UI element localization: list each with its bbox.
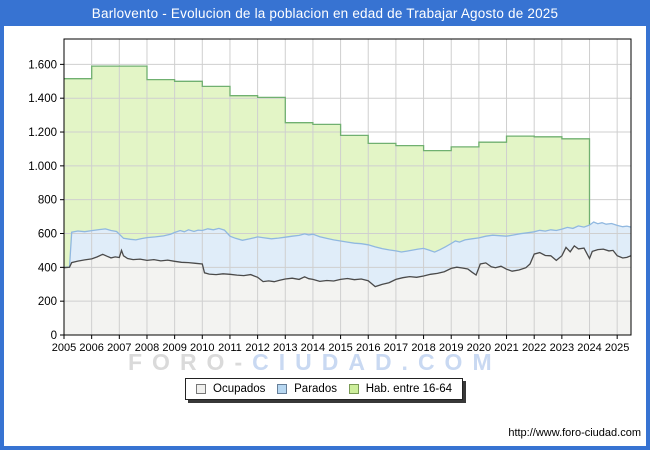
watermark: FORO-CIUDAD.COM [128,349,502,375]
y-tick-label: 200 [38,296,57,308]
x-tick-label: 2009 [162,342,186,354]
x-tick-label: 2021 [494,342,518,354]
x-tick-label: 2007 [107,342,131,354]
x-tick-label: 2013 [273,342,297,354]
x-tick-label: 2010 [190,342,214,354]
watermark-left: FORO- [128,349,253,375]
ocupados-swatch-icon [196,384,206,394]
line-Ocupados [63,244,632,288]
gridlines [64,39,631,335]
legend-label-habitantes: Hab. entre 16-64 [365,383,452,395]
y-tick-label: 400 [38,262,57,274]
page-title: Barlovento - Evolucion de la poblacion e… [91,5,559,21]
x-tick-label: 2005 [52,342,76,354]
series-lines [63,65,632,288]
plot-border [63,38,632,336]
x-tick-label: 2020 [467,342,491,354]
x-tick-label: 2025 [605,342,629,354]
legend-item-parados: Parados [277,383,337,395]
y-tick-label: 0 [51,330,57,342]
y-tick-label: 600 [38,229,57,241]
x-tick-label: 2018 [411,342,435,354]
legend-label-parados: Parados [294,383,337,395]
y-tick-label: 1.600 [28,59,57,71]
y-tick-label: 1.000 [28,161,57,173]
y-tick-label: 800 [38,195,57,207]
x-tick-label: 2014 [301,342,325,354]
series-fills [64,66,631,335]
x-tick-label: 2008 [135,342,159,354]
watermark-right: CIUDAD.COM [252,349,502,375]
line-Hab. entre 16-64 [64,65,591,226]
parados-swatch-icon [277,384,288,394]
x-tick-label: 2016 [356,342,380,354]
x-tick-label: 2006 [79,342,103,354]
legend-label-ocupados: Ocupados [213,383,266,395]
title-bar: Barlovento - Evolucion de la poblacion e… [0,0,650,26]
legend: Ocupados Parados Hab. entre 16-64 [185,378,463,400]
legend-item-habitantes: Hab. entre 16-64 [348,383,452,395]
x-tick-label: 2011 [218,342,242,354]
y-tick-label: 1.200 [28,127,57,139]
axes: 2005 2006 2007 2008 2009 2010 2011 2012 2013 2014… [28,59,629,354]
x-tick-label: 2024 [577,342,601,354]
x-tick-label: 2017 [384,342,408,354]
x-tick-label: 2012 [245,342,269,354]
x-tick-label: 2022 [522,342,546,354]
line-Parados [63,221,632,268]
area-Ocupados [64,245,631,335]
x-tick-label: 2019 [439,342,463,354]
y-tick-label: 1.400 [28,93,57,105]
legend-item-ocupados: Ocupados [196,383,265,395]
habitantes-swatch-icon [348,384,359,394]
footer-url: http://www.foro-ciudad.com [508,427,641,439]
x-tick-label: 2023 [550,342,574,354]
x-tick-label: 2015 [328,342,352,354]
